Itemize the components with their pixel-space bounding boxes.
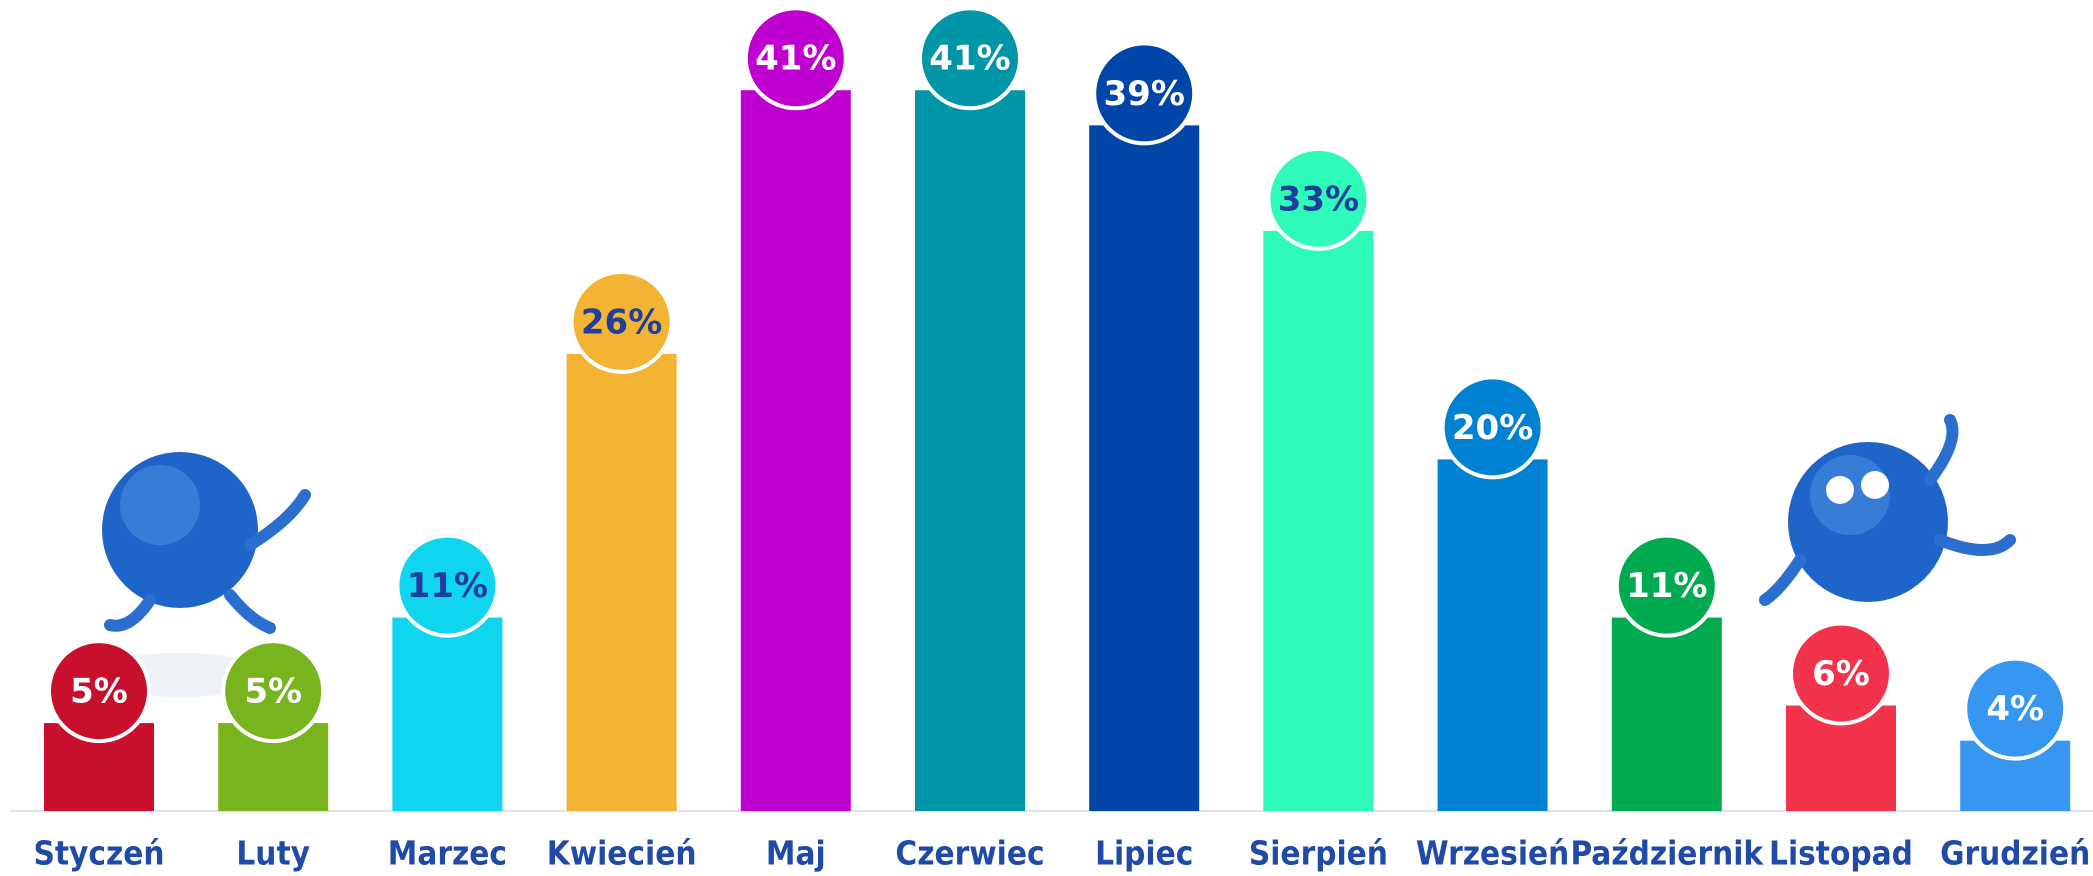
- bar: [915, 90, 1025, 812]
- value-label: 4%: [1986, 689, 2044, 729]
- bar: [1437, 459, 1548, 811]
- value-badge: [918, 6, 1022, 111]
- value-badge: [221, 639, 326, 744]
- x-tick-label: Maj: [766, 834, 826, 873]
- x-tick-label: Marzec: [388, 834, 507, 873]
- x-tick-label: Kwiecień: [547, 834, 697, 873]
- value-badge: [395, 533, 500, 638]
- value-label: 41%: [755, 39, 836, 79]
- bar: [566, 353, 677, 811]
- value-label: 39%: [1104, 74, 1185, 114]
- value-badge: [1092, 41, 1197, 146]
- x-tick-label: Wrzesień: [1416, 834, 1569, 873]
- value-label: 5%: [244, 672, 302, 712]
- bar: [392, 617, 503, 811]
- value-label: 11%: [1626, 566, 1707, 606]
- x-tick-label: Lipiec: [1095, 834, 1193, 873]
- x-tick-label: Luty: [236, 834, 310, 873]
- value-badge: [569, 269, 674, 374]
- value-badge: [1266, 146, 1371, 251]
- x-tick-label: Listopad: [1769, 834, 1913, 873]
- value-label: 6%: [1812, 654, 1870, 694]
- mascot-right: [1759, 414, 2016, 606]
- value-badge: [1440, 375, 1545, 480]
- value-label: 41%: [929, 39, 1010, 79]
- x-tick-label: Styczeń: [33, 834, 164, 873]
- value-badge: [743, 6, 848, 111]
- value-badge: [1789, 621, 1893, 726]
- bar: [1611, 617, 1722, 811]
- value-badge: [1614, 533, 1719, 638]
- value-label: 20%: [1452, 408, 1533, 448]
- value-badge: [1963, 656, 2068, 761]
- x-tick-label: Czerwiec: [895, 834, 1044, 873]
- value-label: 11%: [407, 566, 488, 606]
- x-tick-label: Grudzień: [1940, 834, 2090, 873]
- bar: [1263, 230, 1374, 812]
- value-label: 5%: [70, 672, 128, 712]
- value-label: 33%: [1278, 179, 1359, 219]
- x-tick-label: Sierpień: [1249, 834, 1388, 873]
- value-badge: [47, 639, 151, 744]
- bar: [1089, 125, 1200, 811]
- bar: [740, 90, 851, 812]
- value-label: 26%: [581, 302, 662, 342]
- x-tick-label: Październik: [1570, 834, 1764, 873]
